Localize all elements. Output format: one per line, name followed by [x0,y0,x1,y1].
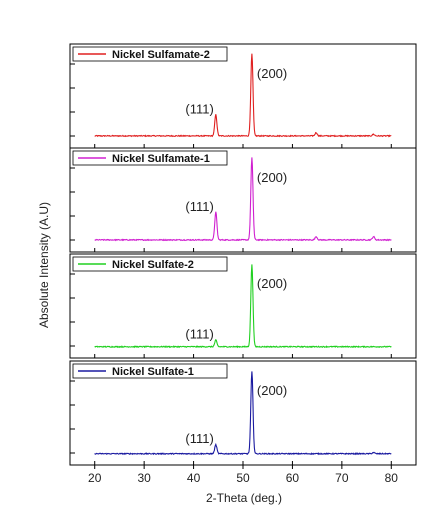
legend-box [72,256,228,272]
legend-4: Nickel Sulfate-1 [72,363,228,379]
panel-3: (111) (200) Nickel Sulfate-2 [69,253,417,359]
peak-label: (200) [257,66,287,81]
legend-label: Nickel Sulfate-1 [112,366,194,378]
x-tick-label: 70 [335,471,349,485]
peak-label: (111) [185,102,213,117]
legend-label: Nickel Sulfate-2 [112,259,194,271]
legend-2: Nickel Sulfamate-1 [72,150,228,166]
x-tick-label: 40 [187,471,201,485]
x-tick-label: 30 [137,471,151,485]
x-tick-label: 80 [385,471,399,485]
peak-label: (200) [257,383,287,398]
x-tick-label: 60 [286,471,300,485]
panel-4: (111) (200) Nickel Sulfate-1 [69,360,417,466]
series-line-1 [94,53,392,138]
panels-group: (111) (200) Nickel Sulfamate-2 (111) (200) Ni… [69,43,417,466]
x-tick-label: 50 [236,471,250,485]
legend-label: Nickel Sulfamate-1 [112,153,210,165]
series-line-4 [94,371,392,456]
x-axis: 20 30 40 50 60 70 80 [88,465,398,485]
legend-label: Nickel Sulfamate-2 [112,49,210,61]
legend-1: Nickel Sulfamate-2 [72,46,228,62]
legend-box [72,46,228,62]
peak-label: (111) [185,199,213,214]
panel-1: (111) (200) Nickel Sulfamate-2 [69,43,417,149]
peak-label: (111) [185,326,213,341]
x-axis-label: 2-Theta (deg.) [206,491,282,505]
peak-label: (111) [185,431,213,446]
y-axis-label: Absolute Intensity (A.U) [37,202,51,328]
series-line-3 [94,264,392,349]
peak-label: (200) [257,170,287,185]
peak-label: (200) [257,276,287,291]
legend-3: Nickel Sulfate-2 [72,256,228,272]
legend-box [72,363,228,379]
legend-box [72,150,228,166]
panel-2: (111) (200) Nickel Sulfamate-1 [69,147,417,253]
series-line-2 [94,157,392,242]
x-tick-label: 20 [88,471,102,485]
